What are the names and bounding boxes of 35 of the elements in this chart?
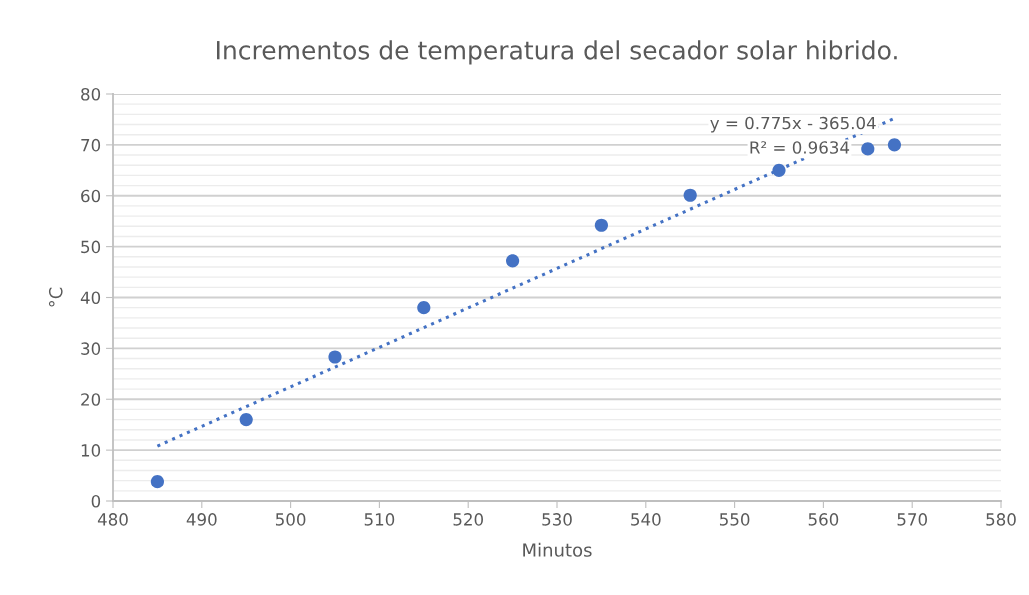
point xyxy=(239,413,253,427)
y-tick-label: 30 xyxy=(81,342,101,355)
x-tick-label: 550 xyxy=(719,513,750,526)
x-tick-label: 570 xyxy=(897,513,927,526)
x-tick-label: 580 xyxy=(986,513,1016,526)
y-tick-label: 20 xyxy=(81,393,101,406)
point xyxy=(150,475,164,489)
chart-title: Incrementos de temperatura del secador solar hibrido. xyxy=(217,40,897,65)
point xyxy=(594,218,608,232)
point xyxy=(506,254,520,268)
y-tick-label: 70 xyxy=(81,138,101,152)
point xyxy=(417,301,431,315)
y-tick-label: 60 xyxy=(81,189,101,203)
x-tick-label: 510 xyxy=(364,513,395,526)
point xyxy=(772,163,786,177)
x-tick-label: 530 xyxy=(542,513,572,526)
point xyxy=(861,142,875,156)
annotation: y = 0.775x - 365.04 xyxy=(710,116,876,133)
x-tick-label: 480 xyxy=(97,513,128,526)
annotation: R² = 0.9634 xyxy=(750,141,850,154)
x-tick-label: 490 xyxy=(186,513,217,526)
y-tick-label: 80 xyxy=(81,87,101,101)
point xyxy=(887,138,902,152)
point xyxy=(683,188,697,202)
x-tick-label: 540 xyxy=(631,513,661,526)
x-tick-label: 500 xyxy=(275,513,306,526)
y-tick-label: 0 xyxy=(91,494,101,508)
x-tick-label: 560 xyxy=(808,513,839,526)
y-tick-label: 50 xyxy=(81,240,101,254)
y-axis-title: °C xyxy=(48,287,63,307)
x-tick-label: 520 xyxy=(453,513,483,526)
point xyxy=(328,350,342,364)
y-tick-label: 40 xyxy=(80,291,101,305)
y-tick-label: 10 xyxy=(81,444,101,457)
x-axis-title: Minutos xyxy=(523,542,592,557)
